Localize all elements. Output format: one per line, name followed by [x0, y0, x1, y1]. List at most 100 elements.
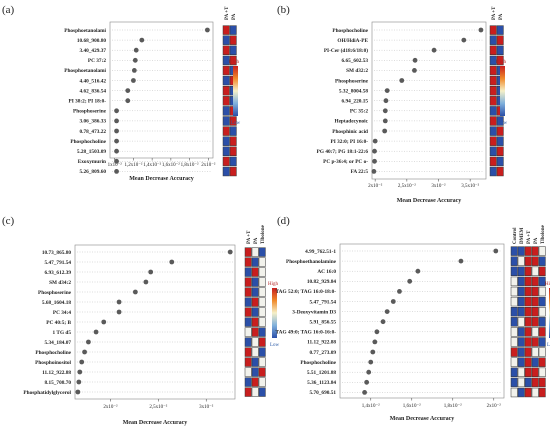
heatmap-cell: [517, 337, 525, 347]
feature-label: TAG 52:0; TAG 16:0-18:0-: [276, 289, 337, 295]
legend-colorbar: [233, 66, 238, 116]
heatmap-cell: [496, 136, 504, 146]
panel-label: (a): [2, 4, 15, 16]
group-label: PA +T: [247, 230, 252, 244]
heatmap-cell: [258, 307, 266, 317]
feature-label: 5.32_8004.58: [339, 88, 368, 94]
heatmap-cell: [251, 297, 259, 307]
data-point: [407, 278, 413, 284]
heatmap-cell: [531, 246, 539, 256]
feature-label: 5.51_1201.88: [307, 370, 336, 376]
heatmap-cell: [251, 337, 259, 347]
feature-label: SM d34:2: [49, 280, 71, 286]
heatmap-cell: [244, 267, 252, 277]
heatmap-cell: [251, 267, 259, 277]
heatmap-cell: [538, 307, 546, 317]
heatmap-cell: [489, 55, 497, 66]
x-tick-label: 3,5x10⁻²: [461, 183, 479, 189]
group-label: Tibolone: [261, 224, 266, 244]
heatmap-cell: [524, 377, 532, 388]
feature-label: SM d32:2: [346, 68, 368, 74]
plot-frame: [109, 21, 214, 159]
heatmap-cell: [538, 266, 546, 277]
feature-label: 6.94_220.15: [342, 99, 369, 105]
feature-label: Phosphatidylglycerol: [23, 390, 71, 396]
heatmap-cell: [517, 266, 525, 277]
heatmap-cell: [222, 136, 230, 146]
heatmap-cell: [251, 257, 259, 267]
heatmap-cell: [538, 357, 546, 367]
heatmap-cell: [531, 266, 539, 277]
feature-label: 5.70_690.51: [310, 390, 337, 396]
heatmap-cell: [496, 55, 504, 66]
heatmap-cell: [222, 166, 230, 177]
heatmap-cell: [510, 296, 518, 307]
feature-label: 5.28_1503.09: [77, 149, 106, 155]
feature-label: 11.12_922.88: [42, 370, 71, 376]
x-axis-label: Mean Decrease Accuracy: [129, 176, 194, 182]
feature-label: 5.26_809.60: [80, 169, 107, 175]
data-point: [93, 329, 99, 335]
heatmap-cell: [531, 357, 539, 367]
data-point: [372, 138, 378, 144]
heatmap-cell: [496, 156, 504, 167]
data-point: [116, 309, 122, 315]
heatmap-cell: [517, 327, 525, 337]
heatmap-cell: [517, 307, 525, 317]
data-point: [399, 78, 405, 83]
data-point: [412, 57, 418, 63]
heatmap-cell: [258, 277, 266, 287]
data-point: [364, 379, 370, 385]
feature-label: 1 TG d5: [53, 330, 72, 336]
feature-label: OH/HdiA-PE: [337, 38, 368, 44]
heatmap-cell: [222, 116, 230, 126]
feature-label: Phosphinic acid: [332, 129, 368, 135]
heatmap-cell: [229, 45, 237, 55]
heatmap-cell: [510, 367, 518, 378]
data-point: [82, 349, 87, 355]
feature-label: 4.40_516.42: [80, 78, 107, 84]
heatmap-cell: [524, 266, 532, 277]
chart-panel-3: (d) 1,4x10⁻² 1,6x10⁻² 1,8x10⁻² 2x10⁻² Mean De…: [276, 215, 550, 422]
heatmap-cell: [517, 377, 525, 388]
x-axis-label: Mean Decrease Accuracy: [123, 420, 188, 426]
data-point: [366, 369, 372, 375]
group-label: DMEM: [520, 227, 525, 244]
x-tick-label: 1,8x10⁻²: [181, 162, 199, 168]
feature-label: 10.68_900.80: [77, 38, 106, 44]
plot-frame: [371, 21, 487, 180]
data-point: [125, 98, 131, 104]
heatmap-cell: [510, 377, 518, 388]
data-point: [76, 379, 82, 385]
feature-label: 5.91_856.55: [310, 320, 337, 326]
heatmap-cell: [222, 45, 230, 55]
heatmap-cell: [538, 387, 546, 398]
feature-label: 11.12_922.88: [307, 340, 336, 346]
data-point: [114, 169, 119, 174]
data-point: [86, 339, 91, 345]
legend-colorbar: [272, 288, 277, 338]
heatmap-cell: [222, 146, 230, 157]
heatmap-cell: [496, 146, 504, 157]
legend-high-label: High: [229, 60, 240, 65]
heatmap-cell: [538, 286, 546, 297]
data-point: [114, 118, 119, 124]
data-point: [362, 390, 367, 395]
heatmap-cell: [489, 75, 497, 86]
heatmap-cell: [244, 367, 252, 377]
heatmap-cell: [244, 257, 252, 267]
heatmap-cell: [517, 357, 525, 367]
heatmap-cell: [258, 387, 266, 397]
heatmap-cell: [517, 256, 525, 266]
heatmap-cell: [517, 286, 525, 297]
heatmap-cell: [251, 287, 259, 297]
feature-label: 8.15_708.70: [45, 380, 72, 386]
data-point: [148, 269, 154, 275]
x-tick-label: 2,5x10⁻²: [398, 183, 416, 189]
data-point: [493, 248, 499, 254]
data-point: [374, 329, 380, 335]
heatmap-cell: [489, 86, 497, 96]
group-label: PA +T: [527, 230, 532, 244]
data-point: [169, 259, 175, 265]
chart-panel-2: (c) 2x10⁻² 2,5x10⁻² 3x10⁻² Mean Decrease Acc…: [2, 215, 280, 426]
